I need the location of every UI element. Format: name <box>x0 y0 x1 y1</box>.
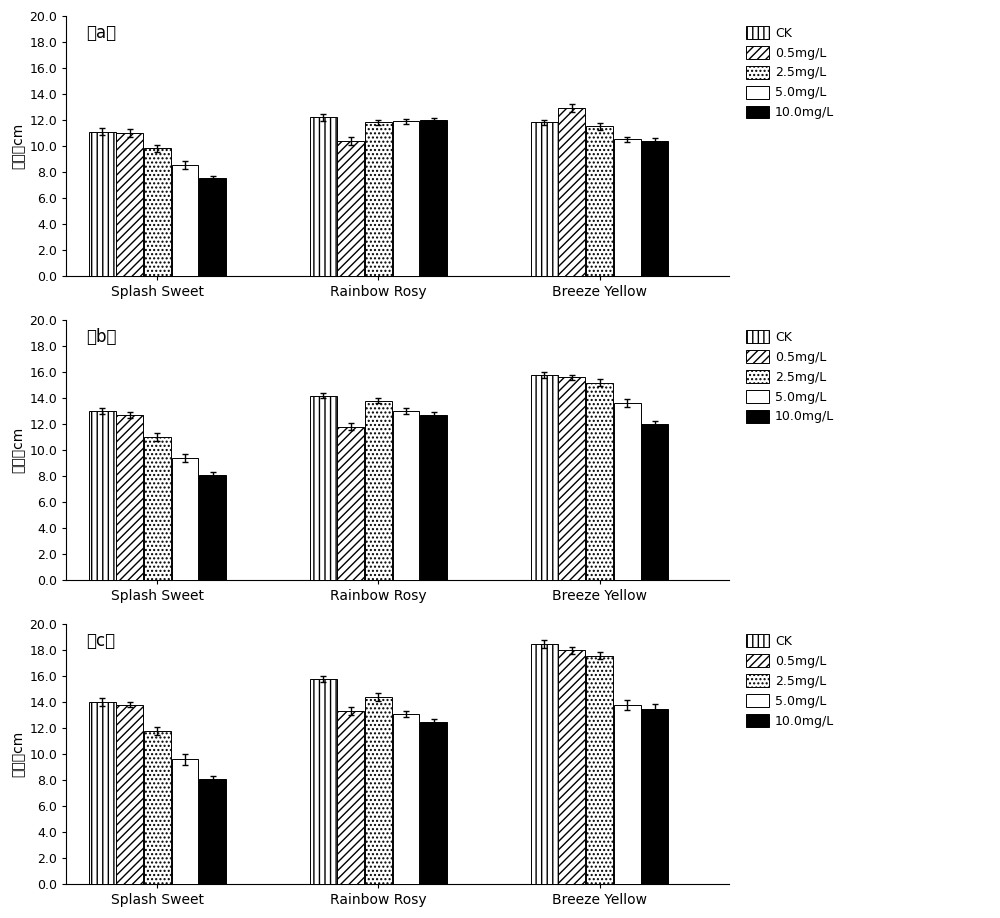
Bar <box>614 705 641 884</box>
Bar <box>365 400 392 579</box>
Bar <box>172 759 198 884</box>
Bar <box>393 411 419 579</box>
Bar <box>89 702 116 884</box>
Bar <box>337 140 364 275</box>
Bar <box>199 778 226 884</box>
Bar <box>586 383 613 579</box>
Bar <box>144 731 171 884</box>
Bar <box>337 427 364 579</box>
Bar <box>337 711 364 884</box>
Legend: CK, 0.5mg/L, 2.5mg/L, 5.0mg/L, 10.0mg/L: CK, 0.5mg/L, 2.5mg/L, 5.0mg/L, 10.0mg/L <box>742 327 838 427</box>
Text: （c）: （c） <box>86 633 115 650</box>
Bar <box>586 655 613 884</box>
Bar <box>310 679 337 884</box>
Bar <box>89 411 116 579</box>
Bar <box>531 122 558 275</box>
Y-axis label: 株高／cm: 株高／cm <box>11 123 25 169</box>
Bar <box>614 403 641 579</box>
Bar <box>116 415 143 579</box>
Bar <box>614 140 641 275</box>
Bar <box>420 415 447 579</box>
Bar <box>365 122 392 275</box>
Bar <box>641 140 668 275</box>
Bar <box>558 650 585 884</box>
Legend: CK, 0.5mg/L, 2.5mg/L, 5.0mg/L, 10.0mg/L: CK, 0.5mg/L, 2.5mg/L, 5.0mg/L, 10.0mg/L <box>742 631 838 732</box>
Y-axis label: 株高／cm: 株高／cm <box>11 427 25 473</box>
Bar <box>144 437 171 579</box>
Text: （b）: （b） <box>86 328 117 346</box>
Bar <box>144 149 171 275</box>
Bar <box>365 697 392 884</box>
Bar <box>558 108 585 275</box>
Bar <box>199 178 226 275</box>
Bar <box>641 424 668 579</box>
Bar <box>558 377 585 579</box>
Bar <box>531 644 558 884</box>
Bar <box>89 131 116 275</box>
Bar <box>172 165 198 275</box>
Bar <box>393 121 419 275</box>
Bar <box>641 709 668 884</box>
Bar <box>172 458 198 579</box>
Bar <box>116 133 143 275</box>
Bar <box>310 396 337 579</box>
Text: （a）: （a） <box>86 24 116 42</box>
Bar <box>420 120 447 275</box>
Bar <box>199 475 226 579</box>
Y-axis label: 株高／cm: 株高／cm <box>11 731 25 778</box>
Bar <box>531 375 558 579</box>
Bar <box>393 714 419 884</box>
Bar <box>586 127 613 275</box>
Bar <box>420 722 447 884</box>
Legend: CK, 0.5mg/L, 2.5mg/L, 5.0mg/L, 10.0mg/L: CK, 0.5mg/L, 2.5mg/L, 5.0mg/L, 10.0mg/L <box>742 22 838 123</box>
Bar <box>116 705 143 884</box>
Bar <box>310 118 337 275</box>
